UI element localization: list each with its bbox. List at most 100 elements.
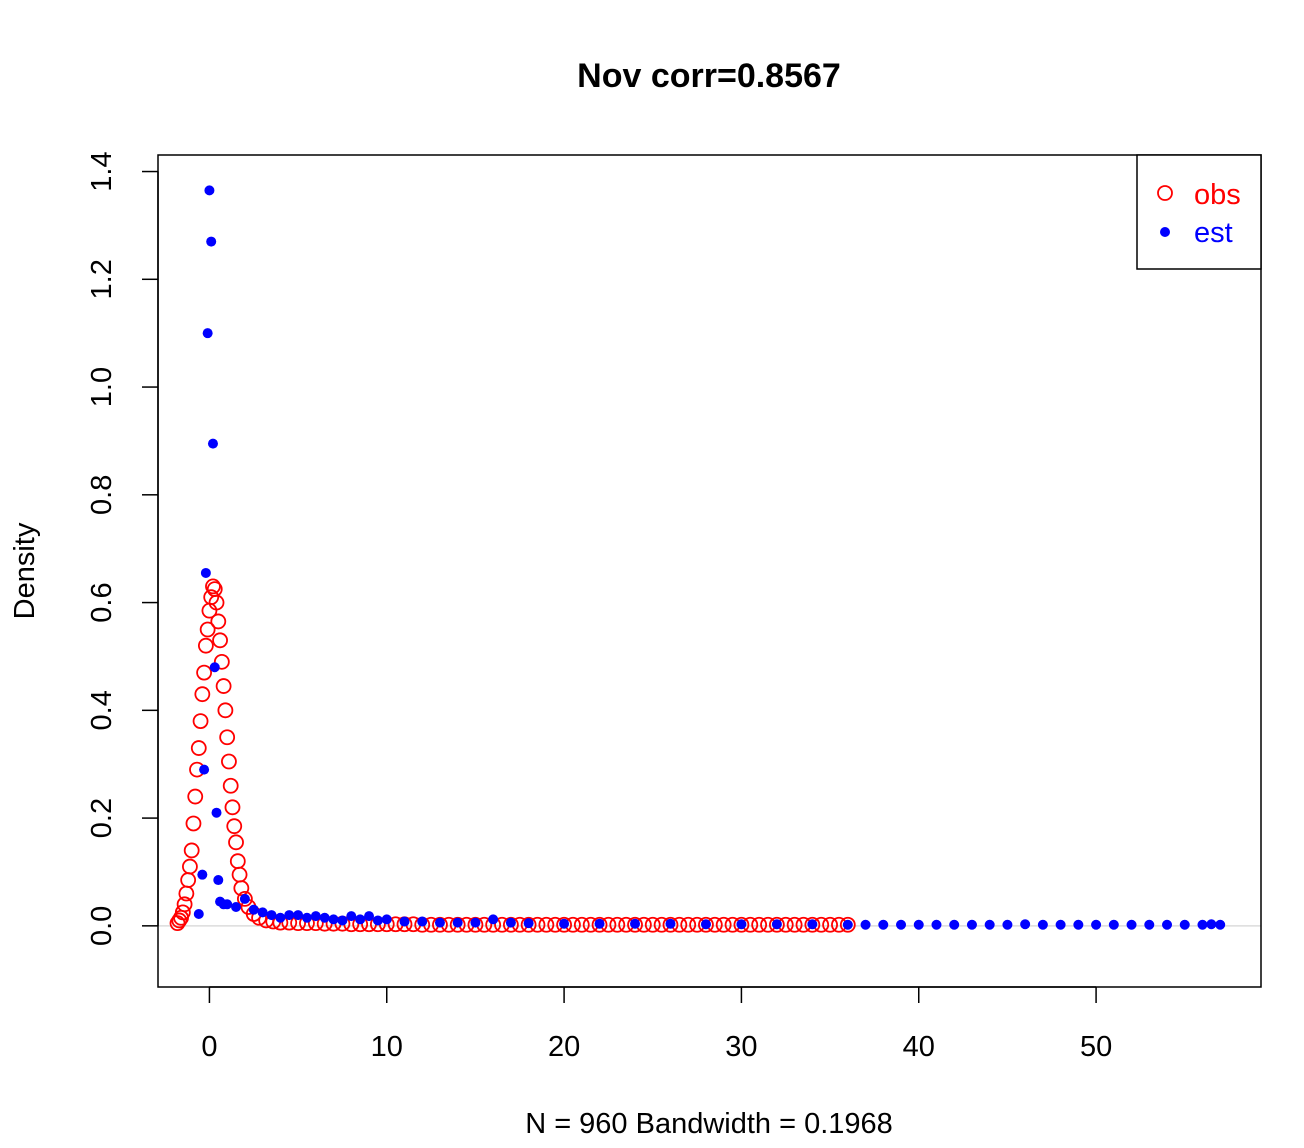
- obs-point: [644, 916, 661, 933]
- legend: obs est: [1136, 154, 1262, 270]
- est-point: [209, 662, 220, 673]
- legend-box: [1136, 154, 1262, 270]
- obs-point: [183, 842, 200, 859]
- legend-est-label: est: [1194, 217, 1233, 249]
- est-point: [966, 919, 977, 930]
- x-axis: 0 10 20 30 40 50: [201, 986, 1112, 1063]
- y-tick-label: 1.2: [86, 259, 118, 299]
- est-point: [222, 899, 233, 910]
- est-point: [1162, 919, 1173, 930]
- obs-point: [228, 834, 244, 851]
- obs-point: [182, 858, 198, 875]
- obs-point: [208, 594, 225, 611]
- y-tick-label: 0.4: [86, 690, 118, 730]
- est-point: [630, 918, 641, 929]
- y-tick-label: 0.6: [86, 582, 118, 622]
- obs-point: [786, 916, 803, 933]
- est-point: [364, 911, 375, 922]
- est-point: [372, 915, 383, 926]
- est-point: [328, 914, 339, 925]
- est-point: [337, 915, 348, 926]
- est-point: [434, 917, 445, 928]
- est-point: [488, 914, 499, 925]
- obs-point: [733, 916, 750, 933]
- obs-point: [192, 713, 209, 730]
- est-point: [193, 908, 204, 919]
- legend-obs-label: obs: [1194, 179, 1241, 211]
- obs-point: [215, 678, 232, 694]
- x-tick-label: 50: [1080, 1031, 1112, 1063]
- est-point: [1197, 919, 1208, 930]
- obs-point: [573, 916, 590, 933]
- est-point: [1206, 919, 1217, 930]
- obs-point: [219, 729, 236, 746]
- x-tick-label: 30: [725, 1031, 757, 1063]
- x-tick-label: 40: [903, 1031, 935, 1063]
- est-point: [310, 911, 321, 922]
- obs-point: [224, 799, 241, 816]
- x-tick-label: 20: [548, 1031, 580, 1063]
- est-point: [200, 567, 211, 578]
- obs-point: [213, 653, 230, 670]
- est-point: [199, 764, 210, 775]
- obs-point: [196, 664, 213, 681]
- est-point: [381, 914, 392, 925]
- obs-point: [698, 916, 714, 933]
- est-point: [559, 918, 570, 929]
- est-point: [204, 185, 215, 196]
- obs-point: [839, 916, 856, 933]
- est-point: [257, 907, 268, 918]
- est-point: [293, 910, 304, 921]
- est-point: [213, 875, 224, 886]
- est-point: [913, 919, 924, 930]
- est-point: [665, 918, 676, 929]
- obs-point: [768, 916, 785, 933]
- obs-point: [210, 613, 227, 630]
- est-point: [399, 916, 410, 927]
- obs-point: [751, 916, 768, 933]
- x-tick-label: 0: [201, 1031, 217, 1063]
- obs-point: [556, 916, 572, 933]
- est-series: [193, 185, 1226, 930]
- est-point: [275, 912, 286, 923]
- obs-point: [199, 621, 216, 638]
- obs-point: [176, 896, 193, 913]
- plot-frame: [157, 154, 1262, 988]
- est-point: [984, 919, 995, 930]
- y-tick-label: 1.4: [86, 151, 118, 191]
- obs-point: [185, 815, 202, 832]
- x-tick-label: 10: [371, 1031, 403, 1063]
- est-point: [1020, 919, 1031, 930]
- est-point: [248, 904, 259, 915]
- y-tick-label: 0.0: [86, 906, 118, 946]
- est-point: [807, 919, 818, 930]
- est-point: [452, 917, 463, 928]
- est-point: [1055, 919, 1066, 930]
- est-point: [197, 869, 208, 880]
- obs-point: [231, 866, 248, 883]
- chart-title: Nov corr=0.8567: [577, 57, 841, 95]
- y-tick-label: 0.2: [86, 798, 118, 838]
- x-axis-label: N = 960 Bandwidth = 0.1968: [525, 1108, 893, 1140]
- est-point: [206, 236, 217, 247]
- est-point: [211, 807, 222, 818]
- legend-est-marker: [1160, 227, 1170, 237]
- obs-series: [169, 578, 856, 933]
- obs-point: [197, 637, 214, 654]
- est-point: [1037, 919, 1048, 930]
- est-point: [207, 438, 218, 449]
- est-point: [700, 919, 711, 930]
- obs-point: [187, 788, 204, 805]
- obs-point: [203, 589, 220, 606]
- est-point: [594, 918, 605, 929]
- obs-point: [229, 853, 246, 870]
- est-point: [470, 917, 481, 928]
- obs-point: [217, 702, 234, 719]
- obs-point: [190, 740, 207, 756]
- obs-point: [194, 686, 211, 703]
- obs-point: [236, 891, 253, 907]
- obs-point: [822, 916, 838, 933]
- obs-point: [171, 912, 188, 929]
- est-point: [202, 328, 213, 339]
- est-point: [266, 910, 277, 921]
